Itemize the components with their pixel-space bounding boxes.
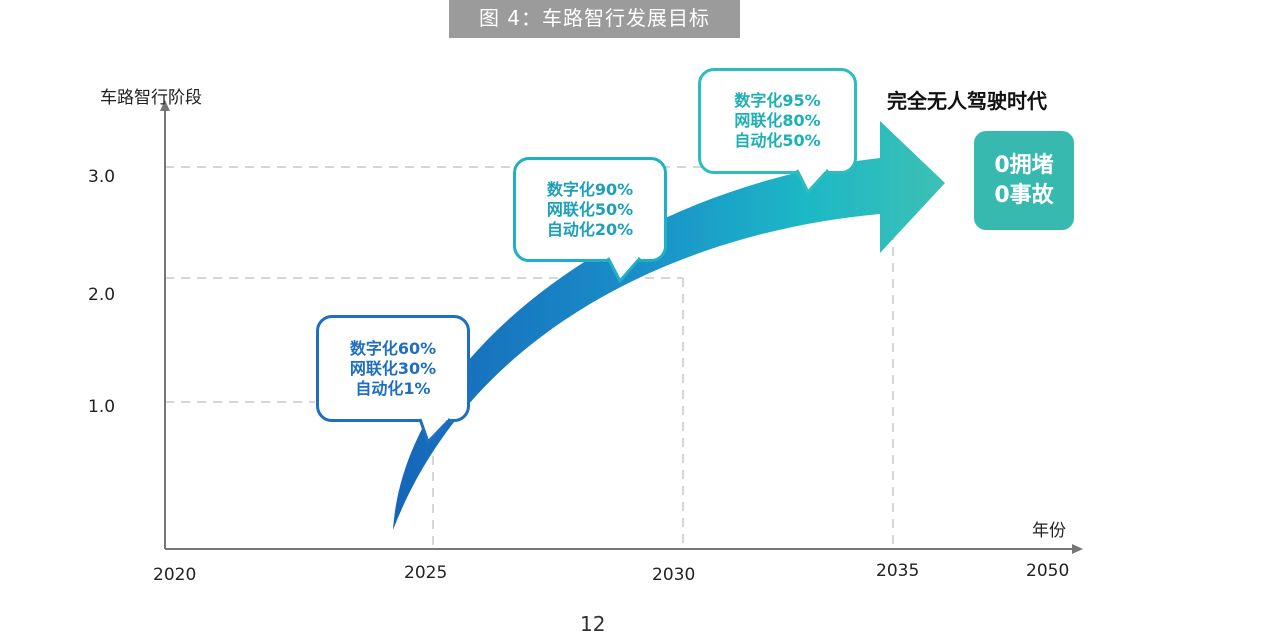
goal-box: 0拥堵 0事故 [974,131,1074,230]
stage-bubble-2030: 数字化90% 网联化50% 自动化20% [513,157,667,262]
stage-metric: 自动化1% [355,378,431,398]
bubble-tail-2025 [418,417,452,444]
page-number: 12 [580,612,606,636]
figure-caption: 图 4：车路智行发展目标 [449,0,740,38]
x-tick-label: 2050 [1026,561,1070,581]
y-axis-title: 车路智行阶段 [100,88,202,108]
goal-zero-congestion: 0拥堵 [994,152,1054,178]
x-tick-label: 2035 [876,561,920,581]
stage-metric: 网联化30% [349,358,437,378]
stage-bubble-2035: 数字化95% 网联化80% 自动化50% [698,68,857,174]
development-arrow [393,121,945,530]
x-tick-label: 2030 [652,565,696,585]
goal-zero-accidents: 0事故 [994,182,1054,208]
x-tick-label: 2020 [153,565,197,585]
y-tick-label: 3.0 [88,167,116,187]
stage-metric: 数字化60% [349,338,437,358]
axes [164,108,1075,550]
stage-metric: 自动化20% [546,219,634,239]
era-title: 完全无人驾驶时代 [887,89,1047,113]
stage-metric: 数字化90% [546,179,634,199]
stage-metric: 网联化50% [546,199,634,219]
y-tick-label: 2.0 [88,285,116,305]
stage-metric: 网联化80% [734,111,821,130]
stage-bubble-2025: 数字化60% 网联化30% 自动化1% [316,315,470,422]
bubble-tail-2030 [606,257,642,283]
stage-metric: 自动化50% [734,131,821,150]
bubble-tail-2035 [795,168,830,194]
stage-metric: 数字化95% [734,91,821,110]
y-axis-arrowhead [160,100,170,111]
x-axis-arrowhead [1072,544,1083,554]
y-tick-label: 1.0 [88,397,116,417]
x-tick-label: 2025 [404,563,448,583]
x-axis-title: 年份 [1032,521,1066,541]
